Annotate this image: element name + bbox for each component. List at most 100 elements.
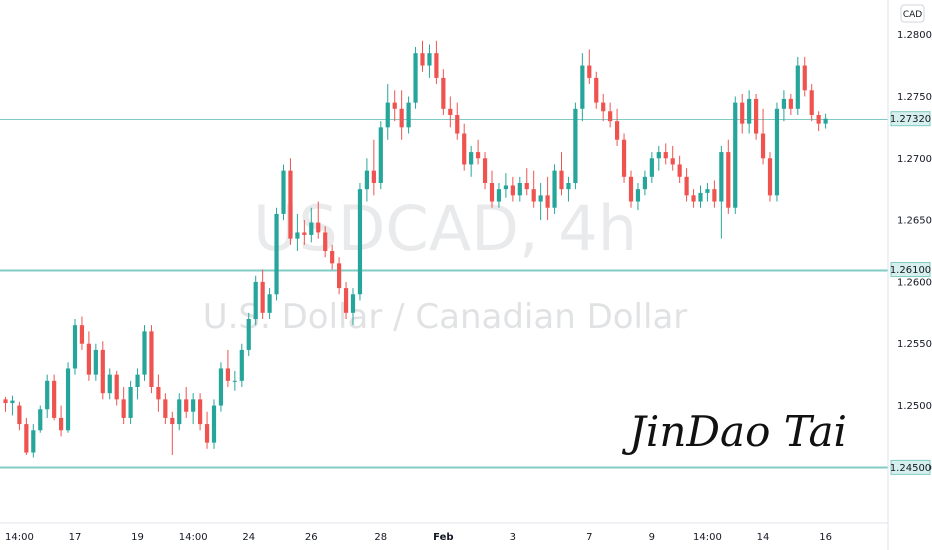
candle[interactable] bbox=[566, 176, 571, 202]
price-axis-level-label[interactable]: 1.24500 bbox=[890, 459, 931, 475]
candle[interactable] bbox=[420, 40, 425, 72]
candle[interactable] bbox=[754, 93, 759, 140]
candle[interactable] bbox=[663, 143, 668, 165]
price-axis[interactable]: 1.28000 1.27500 1.27000 1.26500 1.26000 1.255… bbox=[890, 30, 932, 475]
candle[interactable] bbox=[608, 102, 613, 128]
candle[interactable] bbox=[86, 331, 91, 381]
candle[interactable] bbox=[524, 168, 529, 196]
candle[interactable] bbox=[719, 145, 724, 239]
candle[interactable] bbox=[350, 288, 356, 326]
candle[interactable] bbox=[323, 226, 328, 258]
candle[interactable] bbox=[760, 108, 766, 165]
time-axis[interactable]: 14:00 17 19 14:00 24 26 28 Feb 3 7 9 14:00 14 16 bbox=[5, 532, 832, 543]
candle[interactable] bbox=[364, 158, 369, 202]
candle[interactable] bbox=[100, 341, 105, 400]
candle[interactable] bbox=[802, 56, 807, 97]
candle[interactable] bbox=[635, 182, 641, 211]
candle[interactable] bbox=[726, 139, 731, 214]
candle[interactable] bbox=[503, 173, 508, 198]
candle[interactable] bbox=[343, 281, 349, 319]
candle[interactable] bbox=[177, 393, 182, 431]
candle[interactable] bbox=[795, 56, 800, 115]
price-axis-level-label[interactable]: 1.27320 bbox=[890, 111, 931, 127]
candle[interactable] bbox=[767, 152, 773, 202]
candle[interactable] bbox=[191, 393, 196, 425]
candle[interactable] bbox=[79, 316, 85, 350]
candle[interactable] bbox=[552, 164, 557, 214]
candle[interactable] bbox=[17, 401, 22, 431]
candle[interactable] bbox=[434, 40, 439, 85]
candle[interactable] bbox=[427, 44, 432, 78]
candle[interactable] bbox=[142, 325, 147, 381]
candle[interactable] bbox=[656, 145, 661, 171]
candle[interactable] bbox=[211, 399, 217, 449]
candle[interactable] bbox=[705, 182, 710, 202]
candle[interactable] bbox=[573, 102, 578, 190]
candle[interactable] bbox=[107, 368, 112, 400]
candle[interactable] bbox=[545, 176, 550, 221]
candle[interactable] bbox=[330, 244, 335, 270]
candle[interactable] bbox=[204, 411, 210, 449]
candle[interactable] bbox=[615, 108, 620, 146]
candle[interactable] bbox=[225, 349, 230, 387]
candle[interactable] bbox=[302, 220, 307, 245]
candle[interactable] bbox=[413, 46, 418, 109]
candle[interactable] bbox=[677, 155, 682, 183]
candle[interactable] bbox=[337, 257, 342, 295]
candle[interactable] bbox=[378, 121, 383, 190]
candle[interactable] bbox=[496, 182, 502, 208]
candle[interactable] bbox=[628, 170, 634, 208]
candle[interactable] bbox=[295, 213, 300, 251]
candle[interactable] bbox=[816, 111, 821, 132]
candle[interactable] bbox=[733, 96, 738, 214]
candle[interactable] bbox=[399, 90, 404, 140]
candle[interactable] bbox=[601, 93, 606, 122]
candle[interactable] bbox=[621, 133, 627, 183]
candle[interactable] bbox=[59, 405, 64, 437]
candle[interactable] bbox=[218, 362, 224, 412]
candle[interactable] bbox=[809, 84, 814, 122]
candle[interactable] bbox=[10, 395, 15, 416]
candle[interactable] bbox=[31, 424, 36, 458]
candle[interactable] bbox=[774, 102, 780, 202]
candle[interactable] bbox=[538, 182, 543, 221]
candle[interactable] bbox=[184, 386, 189, 418]
candle[interactable] bbox=[740, 93, 745, 134]
candle[interactable] bbox=[267, 288, 272, 319]
candle[interactable] bbox=[198, 393, 203, 431]
candle[interactable] bbox=[455, 102, 460, 140]
candle[interactable] bbox=[72, 318, 78, 375]
candle[interactable] bbox=[371, 139, 376, 196]
candle[interactable] bbox=[517, 176, 522, 202]
candle[interactable] bbox=[469, 145, 474, 177]
candles-layer[interactable] bbox=[3, 40, 828, 458]
candle[interactable] bbox=[309, 207, 314, 243]
candle[interactable] bbox=[441, 69, 446, 115]
candle[interactable] bbox=[670, 145, 675, 171]
candle[interactable] bbox=[239, 343, 244, 387]
candle[interactable] bbox=[24, 417, 29, 455]
candle[interactable] bbox=[316, 201, 321, 239]
candle[interactable] bbox=[274, 207, 279, 301]
candle[interactable] bbox=[232, 370, 237, 391]
candle[interactable] bbox=[531, 170, 536, 208]
candle[interactable] bbox=[448, 96, 453, 128]
candle[interactable] bbox=[281, 164, 286, 221]
candle[interactable] bbox=[357, 182, 363, 301]
candle[interactable] bbox=[594, 71, 599, 109]
candle[interactable] bbox=[642, 170, 647, 196]
candle[interactable] bbox=[93, 343, 98, 381]
candle[interactable] bbox=[288, 158, 293, 245]
candle[interactable] bbox=[246, 312, 251, 357]
currency-badge[interactable]: CAD bbox=[900, 4, 925, 23]
candle[interactable] bbox=[406, 96, 411, 134]
candle[interactable] bbox=[156, 374, 161, 412]
candle[interactable] bbox=[587, 49, 592, 85]
candle[interactable] bbox=[114, 370, 119, 406]
candle[interactable] bbox=[482, 152, 488, 190]
candle[interactable] bbox=[691, 189, 696, 208]
candle[interactable] bbox=[712, 180, 717, 208]
candle[interactable] bbox=[170, 411, 175, 455]
candle[interactable] bbox=[385, 84, 390, 140]
candle[interactable] bbox=[163, 393, 168, 425]
